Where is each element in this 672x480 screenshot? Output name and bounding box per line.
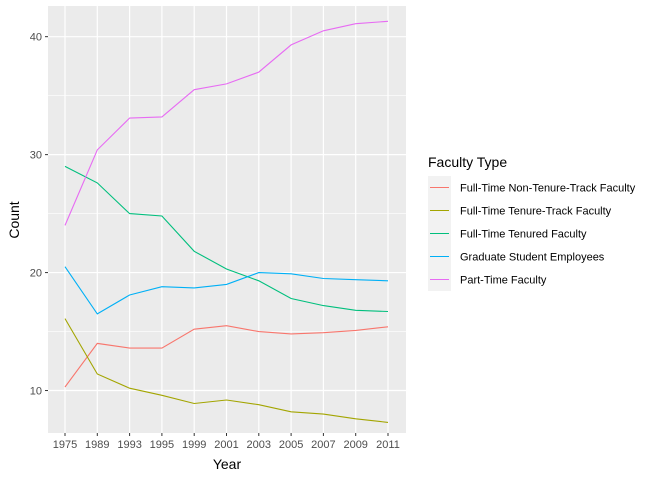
x-axis: 1975 1989 1993 1995 1999 2001 2003 2005 2007 2009… — [53, 433, 400, 451]
y-tick-label: 40 — [30, 32, 42, 44]
x-tick-label: 1993 — [117, 439, 141, 451]
x-tick-label: 2007 — [311, 439, 335, 451]
x-tick-label: 1989 — [85, 439, 109, 451]
legend-label: Full-Time Non-Tenure-Track Faculty — [460, 183, 636, 195]
x-axis-title: Year — [213, 456, 242, 472]
x-tick-label: 2001 — [214, 439, 238, 451]
series-line — [64, 20, 389, 226]
x-tick-label: 1975 — [53, 439, 77, 451]
legend-label: Part-Time Faculty — [460, 275, 547, 287]
y-tick-label: 30 — [30, 150, 42, 162]
major-gridlines — [48, 6, 406, 433]
y-tick-label: 20 — [30, 268, 42, 280]
series-line — [64, 318, 389, 423]
y-axis-title: Count — [6, 201, 22, 238]
legend-label: Graduate Student Employees — [460, 252, 605, 264]
legend: Faculty Type Full-Time Non-Tenure-Track … — [428, 154, 636, 291]
x-tick-label: 1999 — [182, 439, 206, 451]
x-tick-label: 1995 — [150, 439, 174, 451]
legend-title: Faculty Type — [428, 154, 507, 170]
legend-label: Full-Time Tenure-Track Faculty — [460, 206, 612, 218]
x-tick-label: 2005 — [279, 439, 303, 451]
legend-label: Full-Time Tenured Faculty — [460, 229, 587, 241]
series-line — [64, 165, 389, 313]
x-tick-label: 2009 — [343, 439, 367, 451]
x-tick-label: 2011 — [376, 439, 400, 451]
x-tick-label: 2003 — [247, 439, 271, 451]
series-lines — [64, 20, 389, 423]
series-line — [64, 325, 389, 388]
y-tick-label: 10 — [30, 386, 42, 398]
series-line — [64, 266, 389, 315]
y-axis: 10 20 30 40 — [30, 32, 48, 398]
